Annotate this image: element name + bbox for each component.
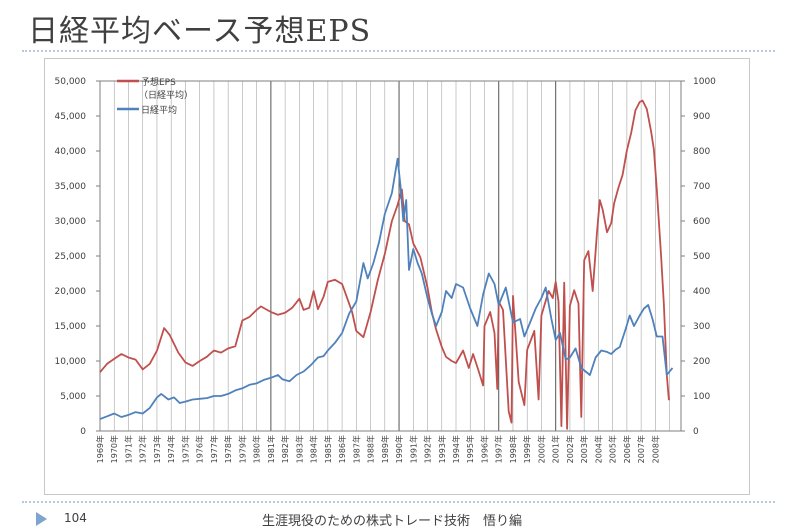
- x-axis-tick-label: 1988年: [366, 435, 376, 463]
- x-axis-tick-label: 1984年: [309, 435, 319, 463]
- x-axis-tick-label: 1997年: [494, 435, 504, 463]
- x-axis-tick-label: 1978年: [223, 435, 233, 463]
- chart-frame: 0 5,000 10,000 15,000 20,000 25,000 30,000 35,0…: [44, 58, 750, 495]
- page-title: 日経平均ベース予想EPS: [28, 14, 372, 49]
- x-axis-tick-label: 2002年: [565, 435, 575, 463]
- x-axis-tick-label: 1993年: [437, 435, 447, 463]
- x-axis-tick-label: 1982年: [280, 435, 290, 463]
- right-axis-tick-label: 700: [693, 182, 710, 192]
- footer-divider: [22, 501, 775, 503]
- x-axis-tick-label: 1977年: [209, 435, 219, 463]
- x-axis-tick-label: 1999年: [522, 435, 532, 463]
- x-axis-tick-label: 1994年: [451, 435, 461, 463]
- right-axis-tick-label: 300: [693, 322, 710, 332]
- x-axis-tick-label: 1972年: [138, 435, 148, 463]
- right-axis-tick-label: 900: [693, 112, 710, 122]
- x-axis-tick-label: 1969年: [95, 435, 105, 463]
- right-axis-tick-label: 100: [693, 392, 710, 402]
- left-axis-tick-label: 30,000: [55, 217, 87, 227]
- legend-label-eps-sub: （日経平均）: [139, 89, 193, 101]
- left-axis-tick-label: 0: [80, 427, 86, 437]
- right-axis-tick-label: 0: [693, 427, 699, 437]
- title-divider: [22, 50, 775, 52]
- x-axis-tick-label: 1980年: [252, 435, 262, 463]
- left-axis-tick-label: 15,000: [55, 322, 87, 332]
- x-axis-tick-label: 1979年: [237, 435, 247, 463]
- left-axis-tick-label: 5,000: [60, 392, 86, 402]
- legend-label-nikkei: 日経平均: [141, 104, 177, 116]
- x-axis-tick-label: 2003年: [579, 435, 589, 463]
- x-axis-tick-label: 1998年: [508, 435, 518, 463]
- left-axis-tick-label: 25,000: [55, 252, 87, 262]
- x-axis-tick-label: 1996年: [479, 435, 489, 463]
- x-axis-tick-label: 1987年: [351, 435, 361, 463]
- nikkei-series-line: [99, 157, 674, 420]
- x-axis-tick-label: 1986年: [337, 435, 347, 463]
- eps-series-line: [99, 99, 670, 430]
- left-axis-tick-label: 10,000: [55, 357, 87, 367]
- x-axis-tick-label: 1990年: [394, 435, 404, 463]
- x-axis-tick-label: 2007年: [636, 435, 646, 463]
- x-axis-tick-label: 1971年: [123, 435, 133, 463]
- right-axis-tick-label: 400: [693, 287, 710, 297]
- x-axis-tick-label: 1976年: [195, 435, 205, 463]
- x-axis-tick-label: 1989年: [380, 435, 390, 463]
- x-axis-tick-label: 1973年: [152, 435, 162, 463]
- legend-label-eps: 予想EPS: [141, 76, 176, 88]
- x-axis-tick-label: 2001年: [551, 435, 561, 463]
- left-axis-tick-label: 35,000: [55, 182, 87, 192]
- x-axis-tick-label: 1970年: [109, 435, 119, 463]
- x-axis-tick-label: 2006年: [622, 435, 632, 463]
- footer-text: 生涯現役のための株式トレード技術 悟り編: [262, 514, 523, 529]
- x-axis-tick-label: 2005年: [608, 435, 618, 463]
- x-axis-tick-label: 1985年: [323, 435, 333, 463]
- x-axis-tick-label: 1974年: [166, 435, 176, 463]
- left-axis-tick-label: 50,000: [55, 77, 87, 87]
- x-axis-tick-label: 1975年: [180, 435, 190, 463]
- footer-arrow-icon: [36, 512, 47, 526]
- eps-nikkei-chart: 0 5,000 10,000 15,000 20,000 25,000 30,000 35,0…: [55, 76, 717, 463]
- x-axis-tick-label: 1981年: [266, 435, 276, 463]
- left-axis-tick-label: 45,000: [55, 112, 87, 122]
- right-axis-tick-label: 1000: [693, 77, 716, 87]
- x-axis-tick-label: 1991年: [408, 435, 418, 463]
- right-axis-tick-label: 500: [693, 252, 710, 262]
- right-axis-tick-label: 200: [693, 357, 710, 367]
- right-axis-tick-label: 600: [693, 217, 710, 227]
- x-axis-tick-label: 1992年: [423, 435, 433, 463]
- x-axis-tick-label: 1995年: [465, 435, 475, 463]
- x-axis-tick-label: 2004年: [593, 435, 603, 463]
- x-axis-tick-label: 2008年: [650, 435, 660, 463]
- left-axis-tick-label: 20,000: [55, 287, 87, 297]
- left-axis-tick-label: 40,000: [55, 147, 87, 157]
- x-axis-tick-label: 1983年: [294, 435, 304, 463]
- page-number: 104: [64, 511, 87, 525]
- x-axis-tick-label: 2000年: [536, 435, 546, 463]
- plot-area-border: [99, 80, 682, 432]
- right-axis-tick-label: 800: [693, 147, 710, 157]
